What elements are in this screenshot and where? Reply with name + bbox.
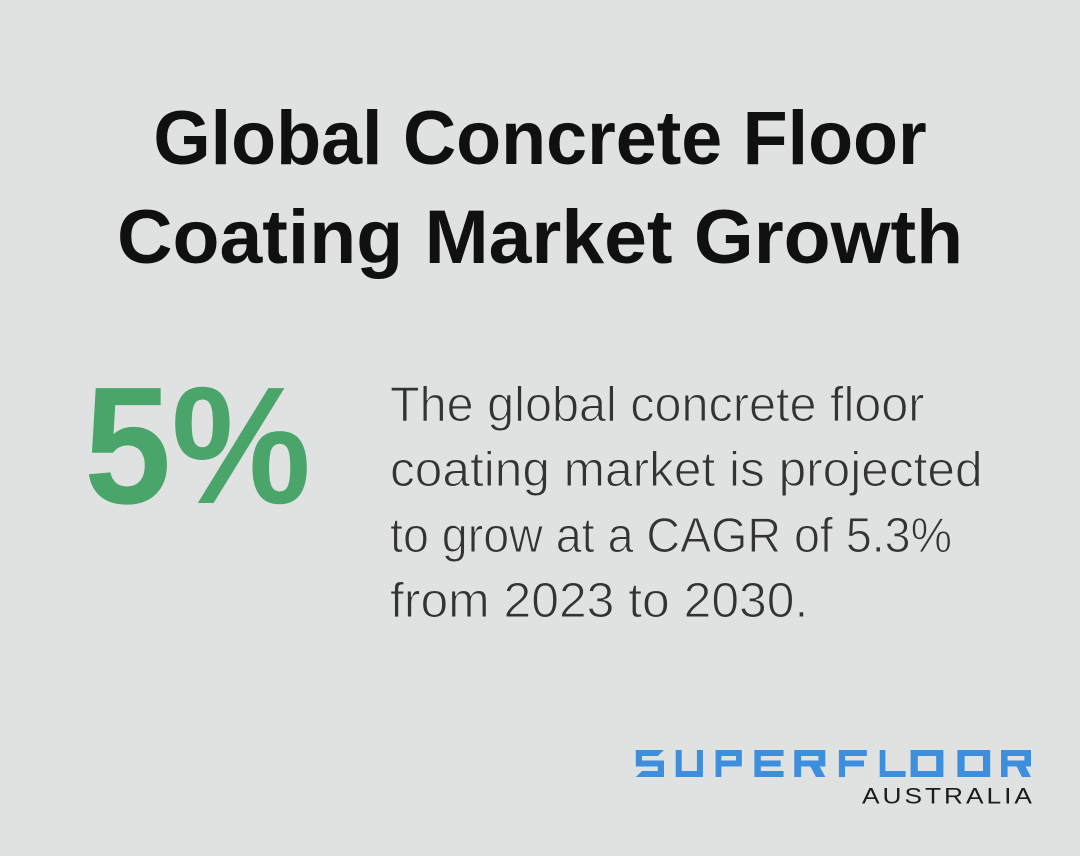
- svg-text:AUSTRALIA: AUSTRALIA: [862, 784, 1035, 809]
